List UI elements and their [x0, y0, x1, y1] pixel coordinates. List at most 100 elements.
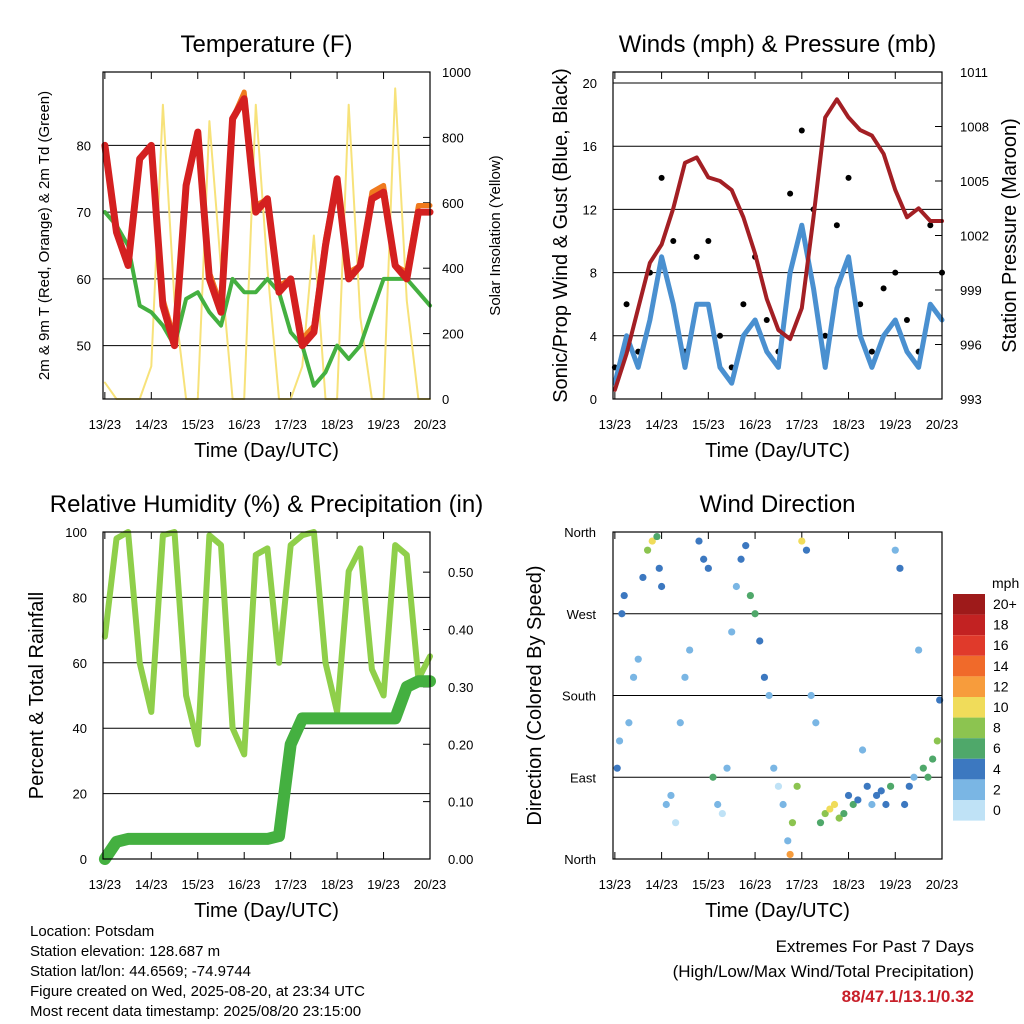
y-tick-label: 20	[73, 787, 87, 802]
direction-point	[886, 782, 895, 790]
y-right-tick-label: 1005	[960, 174, 989, 189]
direction-point	[756, 637, 764, 645]
y-tick-label: 0	[590, 392, 597, 407]
direction-point	[779, 800, 787, 809]
gust-point	[892, 269, 899, 276]
x-tick-label: 13/23	[599, 417, 632, 432]
direction-point	[613, 764, 621, 772]
direction-point	[681, 673, 689, 681]
series-rh	[101, 529, 433, 758]
colorbar-swatch	[953, 738, 985, 759]
gust-point	[833, 222, 840, 229]
colorbar-unit: mph	[992, 575, 1019, 591]
colorbar: mph 20+ 18 16 14 12 10 8 6 4 2 0	[953, 575, 1019, 821]
chart-title: Wind Direction	[699, 491, 855, 518]
y-right-tick-label: 0.10	[448, 795, 473, 810]
direction-point	[695, 537, 703, 545]
direction-point	[784, 837, 792, 845]
y-right-axis-label: Station Pressure (Maroon)	[999, 118, 1021, 353]
y-tick-label: 60	[77, 272, 91, 287]
y-axis-label: 2m & 9m T (Red, Orange) & 2m Td (Green)	[36, 91, 53, 380]
gust-point	[670, 238, 677, 245]
direction-point	[905, 782, 913, 790]
y-right-tick-label: 996	[960, 338, 982, 353]
latlon-text: Station lat/lon: 44.6569; -74.9744	[30, 963, 252, 980]
x-tick-label: 19/23	[367, 417, 400, 432]
direction-point	[746, 591, 754, 600]
y-tick-label: 60	[73, 656, 87, 671]
gust-point	[763, 317, 770, 324]
direction-point	[672, 819, 680, 827]
direction-point	[774, 782, 783, 790]
x-tick-label: 20/23	[414, 877, 447, 892]
direction-point	[891, 546, 899, 554]
direction-point	[882, 800, 890, 809]
colorbar-swatch	[953, 676, 985, 697]
x-tick-label: 18/23	[321, 877, 354, 892]
gust-point	[740, 301, 747, 308]
colorbar-swatch	[953, 655, 985, 677]
plot-frame	[102, 71, 431, 400]
colorbar-swatch	[953, 594, 985, 615]
chart-title: Temperature (F)	[180, 31, 352, 58]
y-right-tick-label: 400	[442, 261, 464, 276]
extremes-subtitle: (High/Low/Max Wind/Total Precipitation)	[672, 962, 974, 981]
extremes-values: 88/47.1/13.1/0.32	[841, 987, 974, 1006]
direction-point	[793, 782, 801, 790]
x-axis-label: Time (Day/UTC)	[194, 440, 339, 462]
direction-point	[901, 800, 909, 809]
x-tick-label: 17/23	[274, 877, 307, 892]
direction-point	[816, 819, 825, 827]
direction-point	[910, 773, 918, 781]
colorbar-label: 0	[993, 802, 1001, 818]
gust-point	[868, 348, 875, 355]
x-tick-label: 13/23	[89, 877, 122, 892]
y-tick-label: 80	[77, 138, 91, 153]
x-axis-label: Time (Day/UTC)	[705, 440, 850, 462]
colorbar-label: 10	[993, 699, 1009, 715]
direction-point	[786, 850, 794, 859]
chart-1: Winds (mph) & Pressure (mb) Time (Day/UTC…	[550, 31, 1021, 462]
x-tick-label: 14/23	[645, 877, 678, 892]
colorbar-swatch	[953, 635, 985, 656]
direction-point	[840, 809, 848, 818]
gust-point	[693, 253, 700, 260]
direction-point	[896, 564, 904, 572]
direction-point	[858, 746, 867, 754]
chart-2: Relative Humidity (%) & Precipitation (i…	[26, 491, 483, 922]
series-solar	[103, 87, 431, 400]
gust-point	[717, 332, 724, 339]
direction-point	[737, 555, 745, 563]
y-tick-label: 16	[583, 139, 597, 154]
plot-frame	[612, 531, 943, 860]
chart-title: Relative Humidity (%) & Precipitation (i…	[50, 491, 483, 518]
y-tick-label: North	[564, 852, 596, 867]
chart-0: Temperature (F) Time (Day/UTC) 2m & 9m T (…	[36, 31, 504, 462]
direction-point	[798, 537, 806, 545]
series-pressure	[612, 97, 944, 392]
y-right-tick-label: 800	[442, 130, 464, 145]
direction-point	[915, 646, 923, 654]
y-right-tick-label: 0	[442, 392, 449, 407]
colorbar-swatch	[953, 697, 985, 718]
chart-3: Wind Direction Time (Day/UTC) Direction (C…	[524, 491, 958, 922]
y-tick-label: 8	[590, 266, 597, 281]
direction-point	[765, 691, 773, 700]
x-tick-label: 20/23	[414, 417, 447, 432]
y-right-tick-label: 1002	[960, 229, 989, 244]
colorbar-label: 20+	[993, 596, 1017, 612]
colorbar-label: 4	[993, 761, 1001, 777]
x-tick-label: 18/23	[832, 417, 865, 432]
direction-point	[639, 573, 647, 582]
y-right-tick-label: 1000	[442, 65, 471, 80]
direction-point	[618, 610, 626, 618]
y-tick-label: 12	[583, 202, 597, 217]
x-axis-label: Time (Day/UTC)	[194, 900, 339, 922]
direction-point	[812, 719, 820, 727]
direction-point	[620, 591, 628, 600]
y-right-tick-label: 0.00	[448, 852, 473, 867]
gust-point	[903, 317, 910, 324]
y-right-tick-label: 0.20	[448, 737, 473, 752]
colorbar-swatch	[953, 717, 985, 739]
direction-point	[709, 773, 717, 781]
